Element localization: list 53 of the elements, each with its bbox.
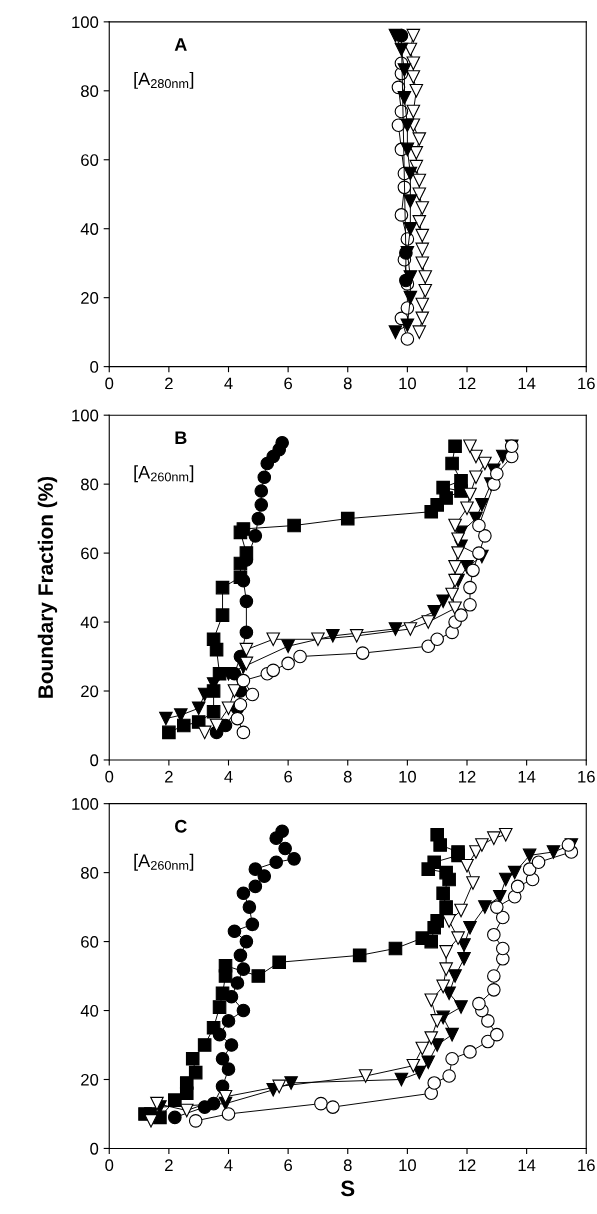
x-axis-title: S <box>340 1180 355 1197</box>
x-tick-label: 10 <box>399 770 416 783</box>
y-tick-label: 60 <box>81 547 99 560</box>
x-tick-label: 8 <box>343 1159 352 1172</box>
x-tick-label: 10 <box>399 1159 416 1172</box>
x-tick-label: 0 <box>105 377 114 390</box>
x-tick-label: 2 <box>165 377 173 390</box>
y-tick-label: 0 <box>90 361 99 373</box>
y-tick-label: 80 <box>81 478 99 491</box>
x-tick-label: 2 <box>165 770 173 783</box>
x-tick-label: 12 <box>459 377 476 390</box>
x-tick-label: 6 <box>284 377 293 390</box>
x-tick-label: 4 <box>224 377 233 390</box>
y-tick-label: 0 <box>90 1142 99 1155</box>
y-tick-label: 20 <box>81 685 99 698</box>
annotation: B <box>175 431 187 444</box>
annotation: [A$_{260nm}$] <box>134 465 194 483</box>
x-tick-label: 12 <box>459 770 476 783</box>
x-tick-label: 16 <box>578 770 595 783</box>
x-tick-label: 6 <box>284 1159 293 1172</box>
annotation: A <box>174 38 187 51</box>
x-tick-label: 14 <box>518 770 536 783</box>
y-tick-label: 40 <box>80 223 99 235</box>
y-tick-label: 20 <box>81 1073 99 1086</box>
y-tick-label: 60 <box>81 935 99 948</box>
x-tick-label: 16 <box>578 1159 595 1172</box>
x-tick-label: 6 <box>284 770 293 783</box>
x-tick-label: 0 <box>105 1159 114 1172</box>
annotation: [A$_{260nm}$] <box>134 853 194 871</box>
x-tick-label: 8 <box>343 770 352 783</box>
y-tick-label: 20 <box>81 292 99 304</box>
y-tick-label: 80 <box>81 867 99 879</box>
x-tick-label: 4 <box>224 1159 233 1171</box>
x-tick-label: 16 <box>578 377 595 390</box>
y-tick-label: 60 <box>81 154 99 166</box>
x-tick-label: 14 <box>518 1159 536 1171</box>
x-tick-label: 12 <box>459 1159 476 1171</box>
x-tick-label: 4 <box>224 770 233 783</box>
annotation: C <box>175 819 187 833</box>
x-tick-label: 0 <box>105 770 114 783</box>
y-tick-label: 100 <box>72 409 99 422</box>
y-tick-label: 40 <box>80 1004 99 1017</box>
y-tick-label: 0 <box>90 754 99 767</box>
y-axis-title: Boundary Fraction (%) <box>37 476 58 698</box>
x-tick-label: 8 <box>343 377 352 390</box>
y-tick-label: 100 <box>72 798 99 810</box>
x-tick-label: 14 <box>518 377 536 390</box>
x-tick-label: 10 <box>399 377 416 390</box>
y-tick-label: 40 <box>80 616 99 629</box>
y-tick-label: 100 <box>72 16 99 29</box>
x-tick-label: 2 <box>165 1159 173 1171</box>
annotation: [A$_{280nm}$] <box>134 71 194 89</box>
y-tick-label: 80 <box>81 85 99 98</box>
